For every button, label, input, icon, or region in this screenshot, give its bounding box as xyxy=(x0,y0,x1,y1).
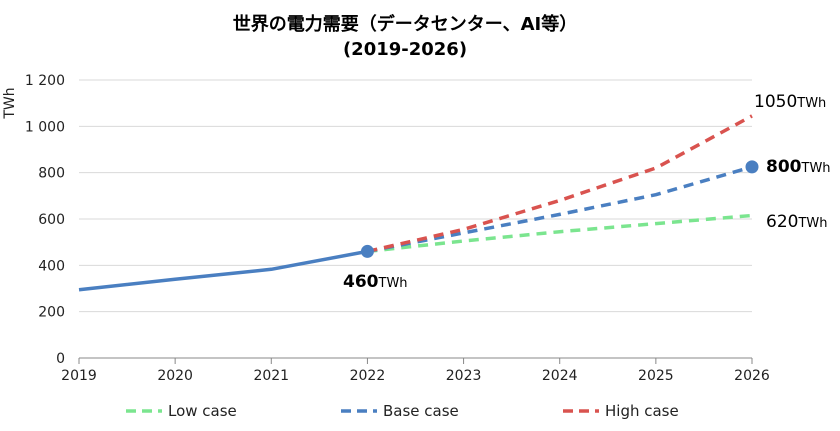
x-tick-label: 2025 xyxy=(638,368,674,384)
series-line-low-case xyxy=(367,213,753,254)
legend-label: Low case xyxy=(168,402,237,420)
y-tick-label: 200 xyxy=(38,305,65,321)
legend-label: Base case xyxy=(383,402,459,420)
y-tick-label: 0 xyxy=(56,351,65,367)
y-tick-label: 1 000 xyxy=(25,119,65,135)
y-tick-label: 600 xyxy=(38,212,65,228)
annotation-high: 1050TWh xyxy=(754,92,826,112)
series-lines xyxy=(78,114,753,292)
legend-item-base-case: Base case xyxy=(341,402,459,420)
y-tick-labels: 0 200 400 600 800 1 000 1 200 xyxy=(25,73,65,367)
x-tick-label: 2024 xyxy=(542,368,578,384)
series-line-historical xyxy=(78,249,368,292)
annotation-low: 620TWh xyxy=(766,212,828,232)
y-tick-label: 800 xyxy=(38,166,65,182)
annotation-base: 800TWh xyxy=(766,157,831,177)
x-tick-label: 2020 xyxy=(157,368,193,384)
data-point-marker xyxy=(745,160,759,174)
data-point-marker xyxy=(360,244,374,258)
legend-label: High case xyxy=(605,402,679,420)
data-markers xyxy=(360,160,759,258)
chart-subtitle: (2019-2026) xyxy=(343,39,467,60)
legend-item-high-case: High case xyxy=(563,402,679,420)
gridlines xyxy=(79,79,752,359)
y-tick-label: 400 xyxy=(38,258,65,274)
x-tick-label: 2026 xyxy=(734,368,770,384)
chart-title: 世界の電力需要（データセンター、AI等） xyxy=(233,13,577,35)
annotation-2022: 460TWh xyxy=(343,272,408,292)
y-tick-label: 1 200 xyxy=(25,73,65,89)
legend: Low case Base case High case xyxy=(126,402,679,420)
y-axis-label: TWh xyxy=(2,87,18,119)
x-tick-label: 2021 xyxy=(253,368,289,384)
x-axis: 2019 2020 2021 2022 2023 2024 2025 2026 xyxy=(61,358,770,384)
legend-item-low-case: Low case xyxy=(126,402,237,420)
x-tick-label: 2023 xyxy=(446,368,482,384)
series-line-base-case xyxy=(367,165,753,254)
x-tick-label: 2019 xyxy=(61,368,97,384)
x-tick-label: 2022 xyxy=(350,368,386,384)
